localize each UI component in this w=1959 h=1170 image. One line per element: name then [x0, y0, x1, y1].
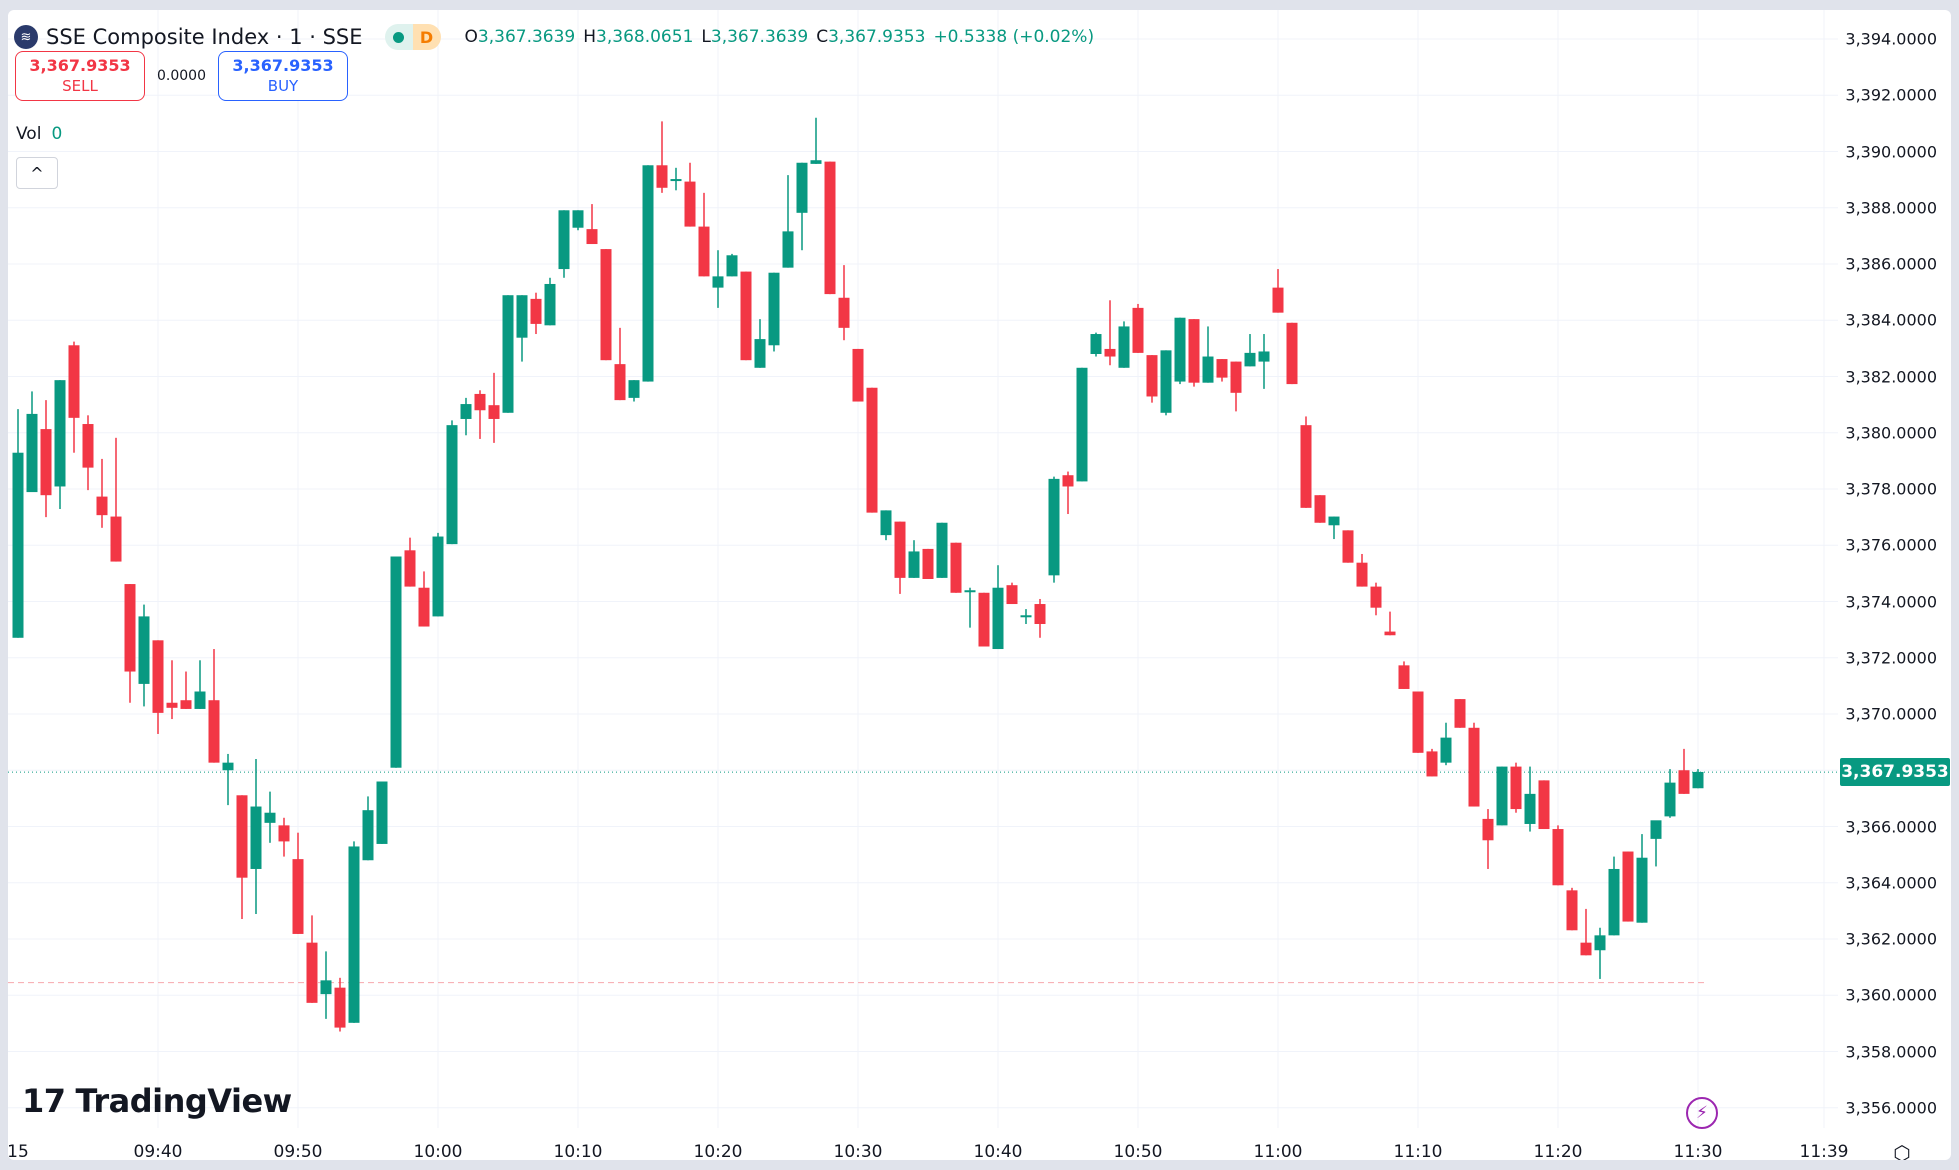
price-tick: 3,364.0000 [1845, 873, 1937, 893]
chart-window: ≋ SSE Composite Index · 1 · SSE D O3,367… [8, 10, 1951, 1160]
delay-badge: D [412, 24, 441, 50]
price-tick: 3,384.0000 [1845, 310, 1937, 330]
sell-price: 3,367.9353 [29, 56, 131, 75]
buy-price: 3,367.9353 [232, 56, 334, 75]
tradingview-mark-icon: 17 [22, 1082, 66, 1120]
price-tick: 3,366.0000 [1845, 817, 1937, 836]
symbol-title[interactable]: SSE Composite Index · 1 · SSE [46, 25, 363, 49]
time-tick: 10:40 [973, 1142, 1023, 1160]
time-tick: 10:30 [833, 1142, 883, 1160]
market-open-dot-icon [384, 24, 413, 50]
price-tick: 3,376.0000 [1845, 535, 1937, 555]
close-label: C [816, 27, 829, 47]
price-tick: 3,358.0000 [1845, 1042, 1937, 1061]
candlestick-chart[interactable] [8, 10, 1951, 1160]
collapse-legend-button[interactable]: ^ [16, 157, 58, 189]
trade-panel: 3,367.9353 SELL 0.0000 3,367.9353 BUY [15, 51, 348, 101]
buy-label: BUY [267, 77, 299, 95]
price-tick: 3,386.0000 [1845, 254, 1937, 274]
chevron-up-icon: ^ [30, 163, 44, 183]
price-tick: 3,370.0000 [1845, 704, 1937, 724]
price-tick: 3,392.0000 [1845, 85, 1937, 105]
symbol-legend: ≋ SSE Composite Index · 1 · SSE D O3,367… [14, 24, 1094, 50]
change-value: +0.5338 (+0.02%) [933, 27, 1095, 47]
high-value: 3,368.0651 [596, 27, 694, 47]
price-tick: 3,360.0000 [1845, 985, 1937, 1005]
tradingview-wordmark: TradingView [75, 1082, 293, 1120]
price-tick: 3,374.0000 [1845, 592, 1937, 611]
open-value: 3,367.3639 [477, 27, 576, 47]
price-tick: 3,356.0000 [1845, 1098, 1937, 1118]
price-tick: 3,382.0000 [1845, 367, 1937, 386]
buy-button[interactable]: 3,367.9353 BUY [218, 51, 348, 101]
close-value: 3,367.9353 [828, 27, 926, 47]
market-status-pill[interactable]: D [384, 24, 441, 50]
sell-button[interactable]: 3,367.9353 SELL [15, 51, 145, 101]
high-label: H [583, 27, 597, 47]
lightning-icon[interactable]: ⚡ [1686, 1097, 1718, 1129]
volume-value: 0 [51, 124, 63, 144]
spread-value: 0.0000 [157, 68, 206, 84]
low-label: L [701, 27, 711, 47]
sell-label: SELL [62, 77, 98, 95]
price-tick: 3,378.0000 [1845, 479, 1937, 499]
open-label: O [464, 27, 478, 47]
price-tick: 3,362.0000 [1845, 929, 1937, 949]
volume-legend[interactable]: Vol 0 [16, 124, 62, 144]
time-tick: 10:20 [693, 1142, 743, 1160]
time-tick: 11:39 [1799, 1142, 1849, 1160]
time-tick: 10:10 [553, 1142, 603, 1160]
time-axis[interactable]: 15 09:40 09:50 10:00 10:10 10:20 10:30 10:40 10:… [8, 1138, 1849, 1160]
tradingview-logo[interactable]: 17 TradingView [22, 1082, 292, 1120]
ohlc-values: O3,367.3639 H3,368.0651 L3,367.3639 C3,3… [465, 27, 1095, 47]
time-tick: 09:50 [273, 1142, 323, 1160]
price-tick: 3,394.0000 [1845, 29, 1937, 49]
low-value: 3,367.3639 [710, 27, 809, 47]
time-tick: 11:00 [1253, 1142, 1303, 1160]
time-tick: 10:50 [1113, 1142, 1163, 1160]
time-tick: 11:20 [1533, 1142, 1583, 1160]
time-tick: 09:40 [133, 1142, 183, 1160]
price-axis[interactable]: 3,394.0000 3,392.0000 3,390.0000 3,388.0000… [1845, 10, 1951, 1140]
price-tick: 3,388.0000 [1845, 198, 1937, 218]
time-tick: 15 [8, 1142, 29, 1160]
last-price-label: 3,367.9353 [1840, 758, 1950, 787]
time-tick: 11:30 [1673, 1142, 1723, 1160]
time-tick: 10:00 [413, 1142, 463, 1160]
settings-gear-icon[interactable]: ⬡ [1893, 1141, 1911, 1160]
volume-label: Vol [16, 124, 42, 144]
sse-logo-icon: ≋ [14, 25, 38, 49]
price-tick: 3,380.0000 [1845, 423, 1937, 443]
time-tick: 11:10 [1393, 1142, 1443, 1160]
price-tick: 3,372.0000 [1845, 648, 1937, 668]
price-tick: 3,390.0000 [1845, 142, 1937, 161]
